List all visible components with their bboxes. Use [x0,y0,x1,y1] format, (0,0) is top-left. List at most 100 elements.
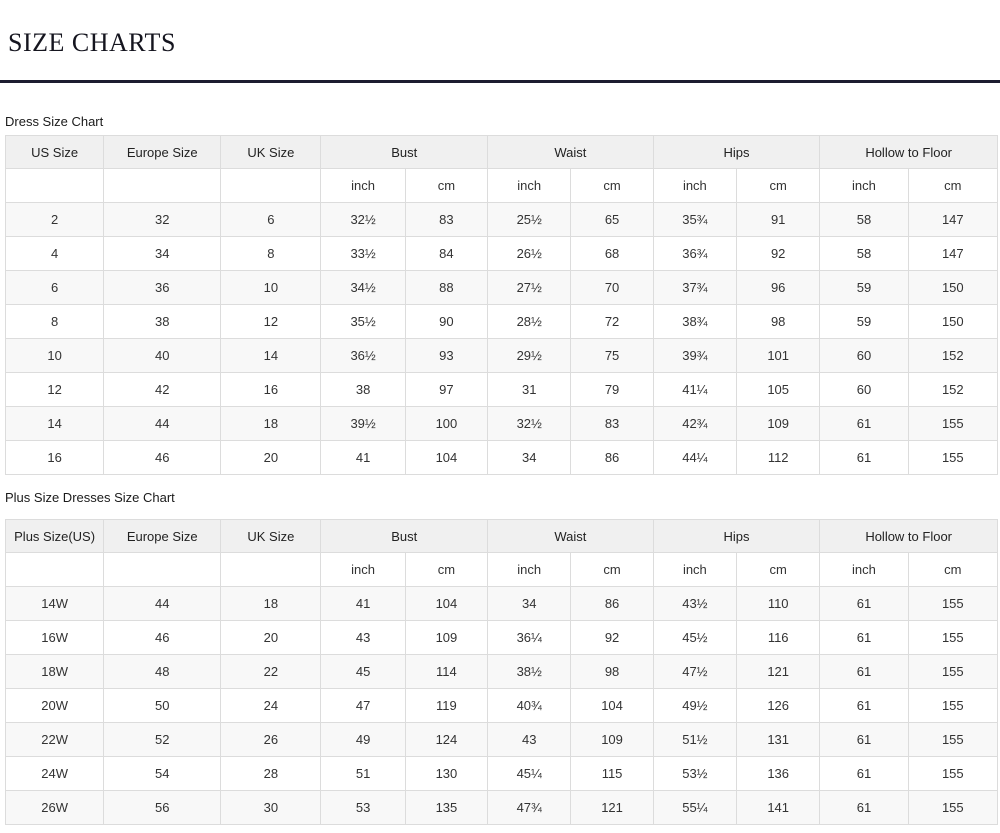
data-cell: 14 [4,406,105,442]
data-cell: 24W [4,756,105,792]
title-divider [0,80,1000,84]
data-cell: 60 [819,372,909,408]
unit-label-cell: inch [652,168,738,204]
data-cell: 109 [404,620,489,656]
empty-cell [220,552,322,588]
unit-label-cell: cm [736,552,821,588]
data-cell: 61 [819,620,909,656]
data-cell: 12 [4,372,105,408]
table-row: 14W 44 18 41 104 34 86 43½ 110 61 155 [4,586,999,622]
unit-label-cell: cm [570,168,654,204]
data-cell: 22W [4,722,105,758]
data-cell: 45 [320,654,406,690]
unit-label-cell: cm [404,168,489,204]
unit-label-cell: cm [736,168,821,204]
data-cell: 124 [404,722,489,758]
data-cell: 53 [320,790,406,826]
data-cell: 51 [320,756,406,792]
table-header-row: Plus Size(US) Europe Size UK Size Bust Waist… [4,519,998,554]
column-header: Hips [652,519,821,554]
data-cell: 98 [570,654,654,690]
data-cell: 42¾ [652,406,738,442]
data-cell: 25½ [487,202,572,238]
data-cell: 33½ [320,236,406,272]
table-row: 24W 54 28 51 130 45¼ 115 53½ 136 61 155 [4,756,999,792]
data-cell: 61 [819,790,909,826]
column-header: Waist [487,135,654,170]
table-row: 20W 50 24 47 119 40¾ 104 49½ 126 61 155 [4,688,999,724]
data-cell: 141 [736,790,821,826]
data-cell: 100 [404,406,489,442]
data-cell: 32½ [487,406,572,442]
data-cell: 28½ [487,304,572,340]
data-cell: 104 [570,688,654,724]
data-cell: 114 [404,654,489,690]
empty-cell [103,552,222,588]
data-cell: 28 [220,756,322,792]
data-cell: 61 [819,654,909,690]
data-cell: 18 [220,586,322,622]
data-cell: 41¼ [652,372,738,408]
data-cell: 43½ [652,586,738,622]
data-cell: 59 [819,270,909,306]
data-cell: 6 [220,202,322,238]
data-cell: 8 [220,236,322,272]
data-cell: 39¾ [652,338,738,374]
column-header: Hollow to Floor [819,135,998,170]
unit-label-cell: inch [819,168,909,204]
data-cell: 36¼ [487,620,572,656]
data-cell: 58 [819,202,909,238]
table-row: 8 38 12 35½ 90 28½ 72 38¾ 98 59 150 [4,304,999,340]
table-header-row: US Size Europe Size UK Size Bust Waist Hips Ho… [4,135,998,170]
data-cell: 86 [570,586,654,622]
table-row: 16 46 20 41 104 34 86 44¼ 112 61 155 [4,440,999,476]
unit-label-cell: inch [487,168,572,204]
data-cell: 26½ [487,236,572,272]
data-cell: 155 [907,406,999,442]
column-header: Europe Size [103,519,222,554]
data-cell: 44 [103,586,222,622]
data-cell: 147 [907,202,999,238]
data-cell: 36¾ [652,236,738,272]
data-cell: 20 [220,620,322,656]
unit-labels-row: inch cm inch cm inch cm inch cm [4,552,999,588]
table-row: 16W 46 20 43 109 36¼ 92 45½ 116 61 155 [4,620,999,656]
data-cell: 4 [4,236,105,272]
data-cell: 27½ [487,270,572,306]
data-cell: 109 [736,406,821,442]
data-cell: 61 [819,756,909,792]
data-cell: 155 [907,790,999,826]
data-cell: 24 [220,688,322,724]
unit-label-cell: cm [404,552,489,588]
data-cell: 34 [487,586,572,622]
data-cell: 135 [404,790,489,826]
data-cell: 104 [404,440,489,476]
data-cell: 61 [819,722,909,758]
table-row: 2 32 6 32½ 83 25½ 65 35¾ 91 58 147 [4,202,999,238]
data-cell: 91 [736,202,821,238]
data-cell: 61 [819,586,909,622]
data-cell: 6 [4,270,105,306]
data-cell: 34 [487,440,572,476]
data-cell: 10 [220,270,322,306]
data-cell: 131 [736,722,821,758]
data-cell: 16W [4,620,105,656]
data-cell: 93 [404,338,489,374]
data-cell: 49 [320,722,406,758]
column-header: UK Size [220,519,322,554]
page-title: SIZE CHARTS [8,28,176,58]
data-cell: 155 [907,756,999,792]
data-cell: 32 [103,202,222,238]
data-cell: 37¾ [652,270,738,306]
data-cell: 12 [220,304,322,340]
unit-labels-row: inch cm inch cm inch cm inch cm [4,168,999,204]
data-cell: 53½ [652,756,738,792]
data-cell: 50 [103,688,222,724]
data-cell: 116 [736,620,821,656]
data-cell: 79 [570,372,654,408]
data-cell: 36 [103,270,222,306]
data-cell: 31 [487,372,572,408]
data-cell: 112 [736,440,821,476]
data-cell: 32½ [320,202,406,238]
data-cell: 44¼ [652,440,738,476]
